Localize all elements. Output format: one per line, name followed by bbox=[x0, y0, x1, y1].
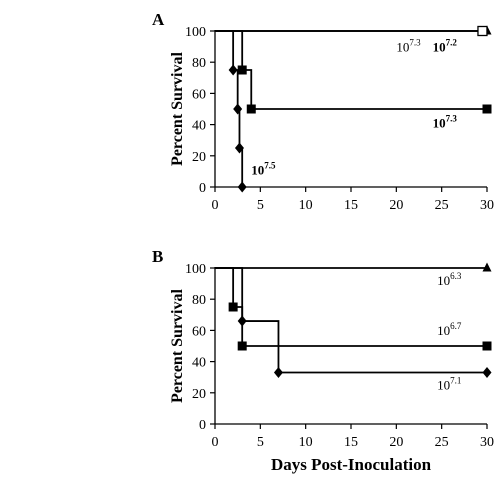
diamond-marker bbox=[482, 367, 492, 379]
chart-panel-a: A 0 20 40 60 80 100 0 5 10 15 20 25 30 Percent Surviva… bbox=[152, 10, 494, 213]
dose-base: 10 bbox=[437, 273, 450, 288]
square-marker bbox=[237, 65, 247, 75]
y-tick-label: 0 bbox=[199, 181, 206, 196]
series-line-square bbox=[215, 30, 487, 110]
x-tick-label: 15 bbox=[344, 435, 358, 450]
square-marker bbox=[246, 104, 256, 114]
square-marker bbox=[482, 341, 492, 351]
x-tick-label: 25 bbox=[435, 435, 449, 450]
y-tick-label: 20 bbox=[192, 150, 206, 165]
x-tick-label: 20 bbox=[389, 198, 403, 213]
y-tick-label: 80 bbox=[192, 293, 206, 308]
diamond-marker bbox=[228, 64, 238, 76]
diamond-marker bbox=[273, 367, 283, 379]
x-tick-label: 30 bbox=[480, 198, 494, 213]
dose-annotation: 106.3 bbox=[437, 271, 462, 288]
x-axis-label: Days Post-Inoculation bbox=[271, 455, 432, 474]
y-axis-label: Percent Survival bbox=[169, 51, 186, 165]
diamond-marker bbox=[237, 181, 247, 193]
dose-exponent: 7.1 bbox=[450, 376, 461, 386]
dose-base: 10 bbox=[437, 323, 450, 338]
y-tick-label: 80 bbox=[192, 56, 206, 71]
dose-exponent: 7.5 bbox=[264, 161, 276, 171]
x-tick-label: 15 bbox=[344, 198, 358, 213]
dose-exponent: 7.2 bbox=[446, 37, 458, 47]
dose-exponent: 6.3 bbox=[450, 271, 462, 281]
diamond-marker bbox=[233, 103, 243, 115]
dose-base: 10 bbox=[251, 163, 264, 178]
y-tick-label: 40 bbox=[192, 356, 206, 371]
y-tick-label: 60 bbox=[192, 87, 206, 102]
x-tick-label: 10 bbox=[299, 435, 313, 450]
x-tick-label: 0 bbox=[212, 435, 219, 450]
x-tick-label: 5 bbox=[257, 435, 264, 450]
y-tick-label: 100 bbox=[185, 262, 206, 277]
dose-annotation: 107.5 bbox=[251, 161, 276, 178]
x-tick-label: 0 bbox=[212, 198, 219, 213]
dose-base: 10 bbox=[433, 116, 446, 131]
chart-panel-b: B 0 20 40 60 80 100 0 5 10 15 20 25 30 Percent Surviva… bbox=[152, 247, 494, 474]
triangle-marker bbox=[482, 262, 492, 272]
panel-label: B bbox=[152, 247, 163, 266]
dose-exponent: 7.3 bbox=[409, 37, 421, 47]
y-tick-label: 20 bbox=[192, 387, 206, 402]
x-tick-label: 5 bbox=[257, 198, 264, 213]
square-marker bbox=[228, 302, 238, 312]
y-tick-label: 40 bbox=[192, 119, 206, 134]
square-marker bbox=[237, 341, 247, 351]
dose-annotation: 107.1 bbox=[437, 376, 461, 393]
x-tick-label: 20 bbox=[389, 435, 403, 450]
dose-base: 10 bbox=[396, 39, 409, 54]
diamond-marker bbox=[234, 142, 244, 154]
series-line-diamond bbox=[215, 267, 487, 374]
x-tick-label: 25 bbox=[435, 198, 449, 213]
dose-annotation: 107.2 bbox=[433, 37, 458, 54]
dose-annotation: 107.3 bbox=[396, 37, 421, 54]
y-tick-label: 60 bbox=[192, 324, 206, 339]
dose-exponent: 6.7 bbox=[450, 321, 462, 331]
dose-exponent: 7.3 bbox=[446, 114, 458, 124]
y-tick-label: 0 bbox=[199, 418, 206, 433]
dose-annotation: 107.3 bbox=[433, 114, 458, 131]
x-tick-label: 10 bbox=[299, 198, 313, 213]
panel-label: A bbox=[152, 10, 165, 29]
open-square-marker bbox=[477, 25, 488, 37]
square-marker bbox=[482, 104, 492, 114]
dose-base: 10 bbox=[437, 378, 450, 393]
y-axis-label: Percent Survival bbox=[169, 288, 186, 402]
dose-base: 10 bbox=[433, 39, 446, 54]
dose-annotation: 106.7 bbox=[437, 321, 462, 338]
y-tick-label: 100 bbox=[185, 25, 206, 40]
diamond-marker bbox=[237, 315, 247, 327]
x-tick-label: 30 bbox=[480, 435, 494, 450]
